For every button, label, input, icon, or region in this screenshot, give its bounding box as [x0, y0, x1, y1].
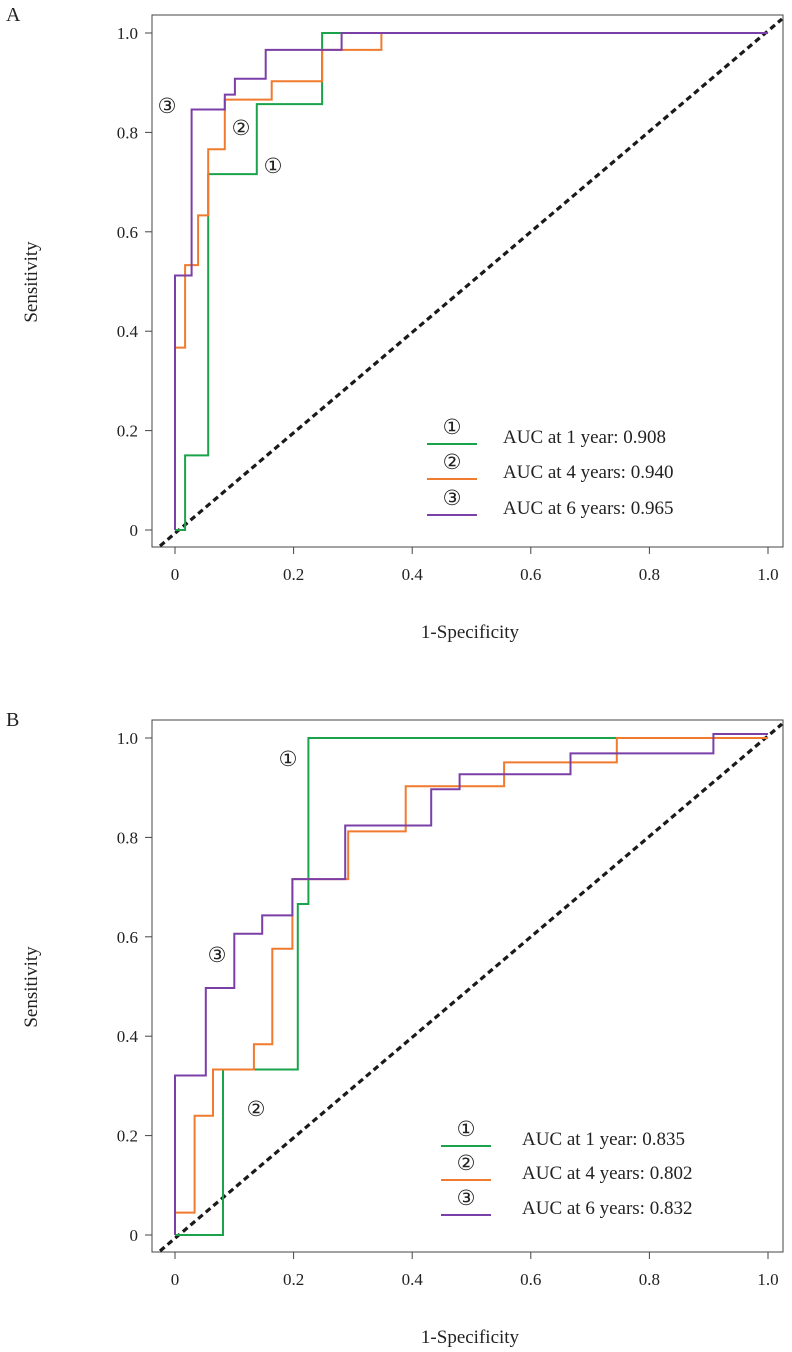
y-tick-label: 0	[130, 1226, 139, 1245]
legend-item-1: ① AUC at 1 year: 0.908	[427, 415, 666, 448]
y-tick-label: 1.0	[117, 24, 138, 43]
series-2-marker: ②	[232, 116, 251, 140]
roc-series-1	[175, 32, 768, 531]
y-axis-title: Sensitivity	[21, 241, 42, 323]
x-tick-label: 1.0	[757, 565, 778, 584]
x-tick-label: 0.4	[402, 565, 424, 584]
legend-marker: ①	[443, 415, 462, 439]
x-axis-title: 1-Specificity	[421, 622, 520, 643]
x-tick-label: 0.8	[639, 565, 660, 584]
roc-series-1	[175, 737, 768, 1236]
roc-series-3	[174, 32, 768, 530]
legend-label: AUC at 6 years: 0.965	[503, 498, 673, 519]
y-tick-label: 0.4	[117, 1027, 139, 1046]
series-1-marker: ①	[264, 154, 283, 178]
panel-letter: A	[6, 4, 21, 26]
series-3-marker: ③	[208, 943, 227, 967]
y-tick-label: 0.6	[117, 928, 138, 947]
legend-item-3: ③ AUC at 6 years: 0.965	[427, 486, 673, 519]
legend-label: AUC at 4 years: 0.940	[503, 462, 673, 483]
x-tick-label: 0.6	[520, 1270, 541, 1289]
y-tick-label: 0.6	[117, 223, 138, 242]
series-1-marker: ①	[279, 747, 298, 771]
y-tick-label: 0.2	[117, 422, 138, 441]
plot-frame	[151, 14, 784, 548]
x-tick-label: 0.2	[283, 565, 304, 584]
panel-A: A 0 0.2 0.4 0.6 0.8 1.0 0 0.2 0.4 0.6 0.8 1.0 Sensiti…	[6, 4, 784, 643]
roc-series-3	[174, 733, 768, 1235]
plot-frame	[151, 719, 784, 1253]
x-tick-label: 0.4	[402, 1270, 424, 1289]
legend-marker: ②	[443, 450, 462, 474]
roc-series-2	[174, 32, 768, 530]
panel-B: B 0 0.2 0.4 0.6 0.8 1.0 0 0.2 0.4 0.6 0.8 1.0 Sensiti…	[6, 709, 784, 1348]
y-tick-label: 0.8	[117, 828, 138, 847]
x-tick-label: 0.6	[520, 565, 541, 584]
x-tick-label: 0.2	[283, 1270, 304, 1289]
reference-diagonal	[158, 722, 784, 1253]
legend-marker: ③	[457, 1186, 476, 1210]
legend-label: AUC at 6 years: 0.832	[522, 1198, 692, 1219]
x-tick-label: 0.8	[639, 1270, 660, 1289]
legend-item-1: ① AUC at 1 year: 0.835	[441, 1117, 685, 1150]
legend-marker: ③	[443, 486, 462, 510]
y-tick-label: 1.0	[117, 729, 138, 748]
x-axis-title: 1-Specificity	[421, 1327, 520, 1348]
legend-marker: ①	[457, 1117, 476, 1141]
y-tick-label: 0.4	[117, 322, 139, 341]
x-tick-label: 0	[171, 565, 180, 584]
legend-item-3: ③ AUC at 6 years: 0.832	[441, 1186, 692, 1219]
x-tick-label: 1.0	[757, 1270, 778, 1289]
legend-item-2: ② AUC at 4 years: 0.940	[427, 450, 673, 483]
panel-letter: B	[6, 709, 19, 731]
series-2-marker: ②	[247, 1097, 266, 1121]
x-tick-label: 0	[171, 1270, 180, 1289]
y-tick-label: 0.8	[117, 123, 138, 142]
legend-item-2: ② AUC at 4 years: 0.802	[441, 1151, 692, 1184]
reference-diagonal	[158, 17, 784, 548]
y-tick-label: 0.2	[117, 1127, 138, 1146]
y-tick-label: 0	[130, 521, 139, 540]
legend-label: AUC at 4 years: 0.802	[522, 1163, 692, 1184]
series-3-marker: ③	[158, 94, 177, 118]
y-axis-title: Sensitivity	[21, 946, 42, 1028]
legend-label: AUC at 1 year: 0.835	[522, 1129, 685, 1150]
legend-label: AUC at 1 year: 0.908	[503, 427, 666, 448]
legend-marker: ②	[457, 1151, 476, 1175]
